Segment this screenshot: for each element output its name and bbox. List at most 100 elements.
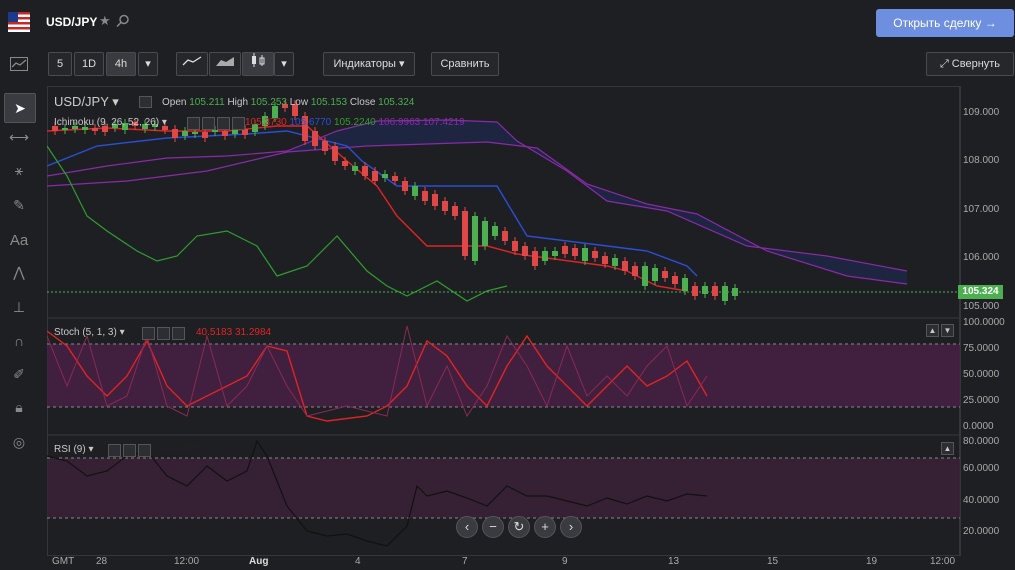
candle xyxy=(392,176,398,181)
cursor-icon[interactable]: ➤ xyxy=(4,93,36,123)
candle xyxy=(242,129,248,135)
candle xyxy=(732,288,738,296)
star-icon[interactable]: ★ xyxy=(99,13,111,28)
senkou-b-line xyxy=(47,141,908,285)
stoch-tick: 25.0000 xyxy=(963,395,1000,406)
rsi-legend[interactable]: RSI (9) ▾ xyxy=(54,444,94,455)
candle xyxy=(342,161,348,166)
candle xyxy=(602,256,608,264)
candle xyxy=(442,201,448,211)
rsi-value: 43.2556 xyxy=(162,443,199,454)
candle xyxy=(292,104,298,116)
collapse-button[interactable]: ⤢ Свернуть xyxy=(926,52,1014,76)
fib-icon[interactable]: ⚹ xyxy=(14,161,24,178)
candle xyxy=(672,276,678,284)
symbol-legend-text: USD/JPY xyxy=(54,94,109,109)
zoom-in-icon[interactable]: + xyxy=(534,516,556,538)
chart-navigation: ‹ − ↻ + › xyxy=(456,516,582,538)
stoch-tick: 75.0000 xyxy=(963,343,1000,354)
lock-icon[interactable]: 🔒︎ xyxy=(15,398,23,415)
interval-dropdown-button[interactable]: ▾ xyxy=(138,52,158,76)
line-type-button[interactable] xyxy=(176,52,208,76)
price-tick: 105.000 xyxy=(963,301,1000,312)
candle-type-button[interactable] xyxy=(242,52,274,76)
low-label: Low xyxy=(289,97,309,108)
chart-type-dropdown-button[interactable]: ▾ xyxy=(274,52,294,76)
line-tool-icon[interactable]: ⟷ xyxy=(8,128,30,145)
area-type-button[interactable] xyxy=(209,52,241,76)
candle xyxy=(192,132,198,134)
open-trade-button[interactable]: Открыть сделку → xyxy=(876,9,1014,37)
candle xyxy=(172,129,178,138)
candle xyxy=(492,226,498,236)
x-axis-label: 9 xyxy=(562,556,568,567)
interval-4h-button[interactable]: 4h xyxy=(106,52,136,76)
main-chart-svg[interactable] xyxy=(47,86,960,556)
candle xyxy=(562,246,568,254)
rsi-buttons[interactable] xyxy=(108,444,151,457)
scroll-right-icon[interactable]: › xyxy=(560,516,582,538)
open-label: Open xyxy=(162,97,187,108)
stoch-tick: 100.0000 xyxy=(963,317,1005,328)
zoom-out-icon[interactable]: − xyxy=(482,516,504,538)
pair-title: USD/JPY xyxy=(46,15,98,29)
measure-icon[interactable]: ⊥ xyxy=(12,298,26,315)
pane-down-icon[interactable]: ▼ xyxy=(941,324,954,337)
pane-up-icon[interactable]: ▲ xyxy=(941,442,954,455)
x-axis-label: 4 xyxy=(355,556,361,567)
price-scale[interactable] xyxy=(960,86,1015,556)
candle xyxy=(542,251,548,261)
ichimoku-legend[interactable]: Ichimoku (9, 26, 52, 26) ▾ xyxy=(54,117,167,128)
x-axis-label: 13 xyxy=(668,556,680,567)
scroll-left-icon[interactable]: ‹ xyxy=(456,516,478,538)
open-value: 105.211 xyxy=(189,97,225,108)
rsi-label: RSI (9) xyxy=(54,444,86,455)
candle xyxy=(432,194,438,206)
pencil-icon[interactable]: ✐ xyxy=(13,365,25,382)
reset-icon[interactable]: ↻ xyxy=(508,516,530,538)
stoch-d-line xyxy=(47,325,708,418)
compare-button[interactable]: Сравнить xyxy=(431,52,499,76)
candle xyxy=(142,124,148,129)
stoch-legend[interactable]: Stoch (5, 1, 3) ▾ xyxy=(54,327,125,338)
candle xyxy=(252,124,258,132)
candle xyxy=(722,286,728,301)
candle xyxy=(712,286,718,296)
candle xyxy=(322,141,328,151)
brush-icon[interactable]: ✎ xyxy=(13,196,25,213)
high-value: 105.253 xyxy=(250,97,287,108)
stoch-buttons[interactable] xyxy=(142,327,185,340)
candle xyxy=(592,251,598,258)
settings-box-icon[interactable] xyxy=(139,96,152,108)
search-icon[interactable] xyxy=(116,14,130,28)
rsi-band xyxy=(47,458,960,518)
candle xyxy=(512,241,518,251)
pane-up-icon[interactable]: ▲ xyxy=(926,324,939,337)
candle xyxy=(282,104,288,108)
candle xyxy=(62,128,68,130)
magnet-icon[interactable]: ∩ xyxy=(13,333,25,349)
candle xyxy=(402,181,408,191)
candle xyxy=(222,131,228,136)
interval-1d-button[interactable]: 1D xyxy=(74,52,104,76)
text-icon[interactable]: Aa xyxy=(9,231,29,249)
eye-icon[interactable]: ◎ xyxy=(12,433,26,450)
pattern-icon[interactable]: ⋀ xyxy=(13,263,25,280)
close-value: 105.324 xyxy=(378,97,415,108)
senkou-a-line xyxy=(47,119,908,272)
line-chart-icon[interactable] xyxy=(8,53,30,75)
candle xyxy=(92,128,98,131)
price-tick: 106.000 xyxy=(963,252,1000,263)
price-tick: 108.000 xyxy=(963,155,1000,166)
tenkan-line xyxy=(47,125,688,292)
current-price-tag: 105.324 xyxy=(958,285,1003,299)
x-axis-label: 7 xyxy=(462,556,468,567)
indicators-button[interactable]: Индикаторы ▾ xyxy=(323,52,415,76)
candle xyxy=(382,174,388,178)
ichimoku-buttons[interactable] xyxy=(187,117,245,130)
price-tick: 107.000 xyxy=(963,204,1000,215)
kumo-cloud xyxy=(287,120,907,284)
candle xyxy=(262,116,268,126)
symbol-legend[interactable]: USD/JPY ▾ xyxy=(54,94,119,109)
interval-5-button[interactable]: 5 xyxy=(48,52,72,76)
